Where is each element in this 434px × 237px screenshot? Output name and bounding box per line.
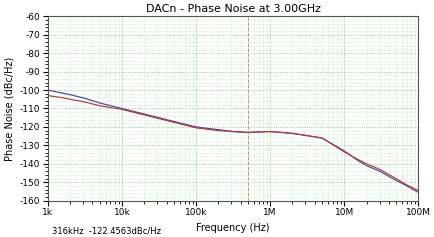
Title: DACn - Phase Noise at 3.00GHz: DACn - Phase Noise at 3.00GHz [145, 4, 320, 14]
Y-axis label: Phase Noise (dBc/Hz): Phase Noise (dBc/Hz) [4, 56, 14, 161]
X-axis label: Frequency (Hz): Frequency (Hz) [196, 223, 269, 233]
Text: 316kHz  -122.4563dBc/Hz: 316kHz -122.4563dBc/Hz [52, 227, 161, 236]
